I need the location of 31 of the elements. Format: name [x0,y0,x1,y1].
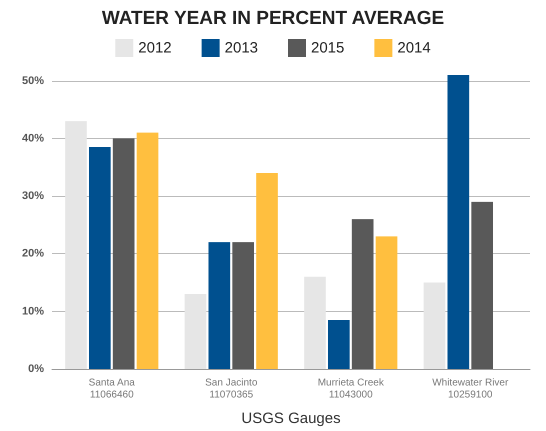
bar [232,242,254,369]
bar [65,121,87,369]
bar [304,276,326,369]
bar [136,132,158,369]
legend-label: 2013 [224,40,258,56]
bar [184,294,206,369]
bar [328,320,350,369]
x-axis-title: USGS Gauges [241,410,341,427]
x-tick-label: San Jacinto 11070365 [205,378,258,400]
x-tick-label: Whitewater River 10259100 [432,378,509,400]
y-tick-label: 40% [22,132,44,144]
y-tick-label: 20% [22,248,44,260]
bar [112,138,135,369]
legend-label: 2014 [397,40,431,56]
bar [424,282,446,369]
legend-label: 2015 [311,40,344,56]
bar [256,173,278,369]
y-tick-label: 50% [22,74,44,87]
x-tick-label: Santa Ana 11066460 [88,378,136,400]
bar [88,147,111,369]
y-tick-label: 30% [22,190,44,202]
legend-label: 2012 [138,40,172,56]
bar [471,202,494,369]
bar [447,75,470,369]
y-tick-label: 10% [22,305,44,318]
chart-title: WATER YEAR IN PERCENT AVERAGE [102,8,444,29]
bar [376,236,398,369]
bar [208,242,230,369]
bar [352,219,374,369]
x-tick-label: Murrieta Creek 11043000 [318,378,385,400]
y-tick-label: 0% [28,363,44,375]
